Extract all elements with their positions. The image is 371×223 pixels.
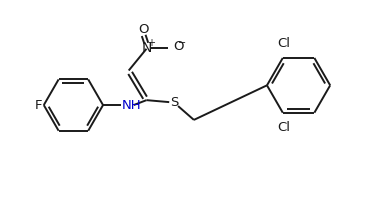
Text: −: −: [178, 38, 186, 48]
Text: +: +: [147, 38, 155, 48]
Text: N: N: [141, 41, 152, 55]
Text: O: O: [173, 40, 184, 53]
Text: Cl: Cl: [277, 37, 290, 50]
Text: Cl: Cl: [277, 121, 290, 134]
Text: O: O: [138, 23, 149, 35]
Text: F: F: [34, 99, 42, 112]
Text: NH: NH: [122, 99, 141, 112]
Text: S: S: [170, 96, 178, 109]
